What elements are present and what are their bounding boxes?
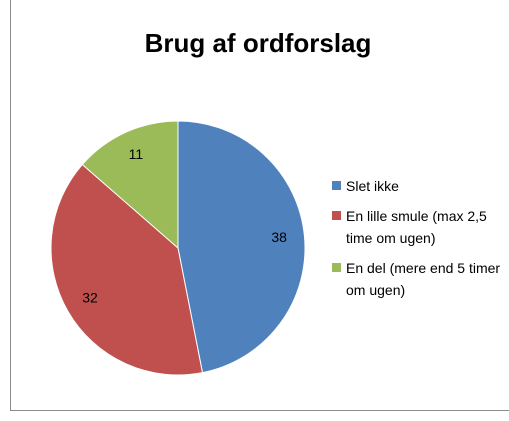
legend-swatch	[332, 211, 341, 220]
legend-swatch	[332, 181, 341, 190]
data-label: 38	[271, 229, 287, 245]
data-label: 11	[129, 146, 144, 162]
legend-label: En lille smule (max 2,5 time om ugen)	[346, 208, 487, 246]
data-label: 32	[82, 290, 98, 306]
legend-item: En del (mere end 5 timer om ugen)	[332, 257, 504, 301]
legend-label: En del (mere end 5 timer om ugen)	[346, 260, 501, 298]
legend: Slet ikke En lille smule (max 2,5 time om…	[332, 175, 504, 309]
legend-label: Slet ikke	[346, 178, 399, 194]
pie-slice	[177, 120, 306, 374]
legend-item: Slet ikke	[332, 175, 504, 197]
chart-title: Brug af ordforslag	[145, 28, 372, 58]
legend-item: En lille smule (max 2,5 time om ugen)	[332, 205, 504, 249]
pie-slice	[50, 163, 204, 376]
legend-swatch	[332, 263, 341, 272]
pie-slice	[81, 120, 179, 250]
